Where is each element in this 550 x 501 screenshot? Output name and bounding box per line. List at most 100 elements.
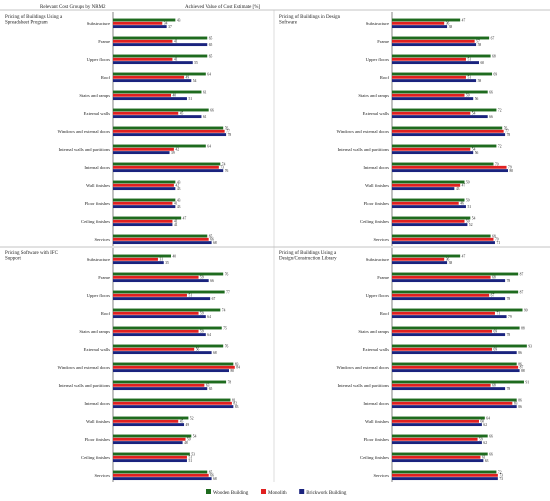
bar-wooden-building-services (392, 234, 491, 238)
bar-monolith-windows-and-external-doors (113, 129, 225, 133)
category-label-wall-finishes: Wall finishes (365, 419, 389, 424)
bar-monolith-external-walls (113, 347, 195, 351)
bar-wooden-building-floor-finishes (113, 434, 192, 438)
data-label-wooden-building-frame: 67 (491, 36, 495, 40)
data-label-wooden-building-roof: 69 (494, 72, 498, 76)
bar-brickwork-building-frame (113, 43, 208, 47)
bar-monolith-upper-floors (392, 57, 466, 61)
data-label-monolith-stairs-and-ramps: 40 (173, 94, 177, 98)
category-label-stairs-and-ramps: Stairs and ramps (358, 329, 389, 334)
data-label-wooden-building-internal-doors: 86 (518, 398, 522, 402)
category-label-services: Services (94, 237, 110, 242)
panel-title: Pricing of Buildings Using a Spreadsheet … (5, 15, 63, 26)
bar-wooden-building-frame (113, 272, 224, 276)
data-label-brickwork-building-internal-doors: 76 (225, 169, 229, 173)
bar-brickwork-building-windows-and-external-doors (113, 369, 229, 373)
bar-brickwork-building-frame (392, 43, 477, 47)
bar-wooden-building-wall-finishes (113, 180, 176, 184)
bar-monolith-internal-walls-and-partitions (113, 147, 174, 151)
data-label-monolith-substructure: 36 (446, 258, 450, 262)
data-label-monolith-ceiling-finishes: 51 (188, 456, 192, 460)
category-label-internal-doors: Internal doors (363, 401, 389, 406)
data-label-wooden-building-external-walls: 76 (225, 344, 229, 348)
bar-wooden-building-stairs-and-ramps (113, 90, 202, 94)
data-label-wooden-building-floor-finishes: 54 (193, 434, 197, 438)
data-label-brickwork-building-frame: 58 (478, 43, 482, 47)
data-label-monolith-wall-finishes: 42 (175, 184, 179, 188)
data-label-monolith-internal-doors: 73 (220, 166, 224, 170)
category-label-windows-and-external-doors: Windows and external doors (336, 365, 389, 370)
bar-wooden-building-internal-walls-and-partitions (113, 144, 206, 148)
category-label-services: Services (94, 473, 110, 478)
data-label-wooden-building-wall-finishes: 50 (466, 180, 470, 184)
bar-monolith-frame (392, 39, 475, 43)
bar-wooden-building-internal-walls-and-partitions (113, 380, 227, 384)
data-label-brickwork-building-stairs-and-ramps: 78 (507, 333, 511, 337)
data-label-brickwork-building-internal-walls-and-partitions: 78 (507, 387, 511, 391)
data-label-wooden-building-windows-and-external-doors: 86 (518, 362, 522, 366)
bar-brickwork-building-substructure (113, 25, 167, 29)
data-label-brickwork-building-stairs-and-ramps: 56 (475, 97, 479, 101)
data-label-brickwork-building-substructure: 35 (165, 261, 169, 265)
bar-wooden-building-upper-floors (392, 290, 519, 294)
bar-wooden-building-substructure (113, 254, 171, 258)
bar-wooden-building-upper-floors (392, 54, 491, 58)
data-label-brickwork-building-windows-and-external-doors: 80 (231, 369, 235, 373)
data-label-monolith-external-walls: 54 (472, 112, 476, 116)
bar-brickwork-building-ceiling-finishes (113, 459, 187, 463)
bar-wooden-building-floor-finishes (113, 198, 176, 202)
data-label-monolith-services: 73 (499, 474, 503, 478)
bar-monolith-ceiling-finishes (113, 455, 187, 459)
data-label-brickwork-building-floor-finishes: 48 (184, 441, 188, 445)
data-label-wooden-building-wall-finishes: 52 (190, 416, 194, 420)
bar-wooden-building-wall-finishes (392, 180, 465, 184)
bar-wooden-building-external-walls (113, 108, 209, 112)
data-label-monolith-stairs-and-ramps: 50 (466, 94, 470, 98)
data-label-monolith-external-walls: 69 (494, 348, 498, 352)
bar-brickwork-building-services (392, 477, 498, 481)
data-label-brickwork-building-ceiling-finishes: 52 (469, 223, 473, 227)
data-label-monolith-windows-and-external-doors: 87 (520, 366, 524, 370)
bar-monolith-external-walls (392, 347, 493, 351)
data-label-monolith-substructure: 34 (164, 22, 168, 26)
bar-brickwork-building-floor-finishes (113, 205, 176, 209)
data-label-brickwork-building-internal-doors: 80 (510, 169, 514, 173)
bar-monolith-internal-doors (113, 165, 219, 169)
category-label-windows-and-external-doors: Windows and external doors (336, 129, 389, 134)
data-label-wooden-building-external-walls: 93 (528, 344, 532, 348)
bar-wooden-building-stairs-and-ramps (392, 90, 488, 94)
bar-wooden-building-services (113, 470, 208, 474)
category-label-upper-floors: Upper floors (366, 57, 390, 62)
bar-brickwork-building-substructure (392, 261, 448, 265)
bar-brickwork-building-upper-floors (392, 297, 506, 301)
bar-brickwork-building-ceiling-finishes (113, 223, 173, 227)
bar-wooden-building-substructure (113, 18, 176, 22)
data-label-brickwork-building-external-walls: 61 (203, 115, 207, 119)
data-label-brickwork-building-substructure: 38 (449, 261, 453, 265)
data-label-brickwork-building-frame: 65 (209, 43, 213, 47)
category-label-floor-finishes: Floor finishes (85, 437, 111, 442)
data-label-monolith-ceiling-finishes: 50 (466, 220, 470, 224)
data-label-brickwork-building-floor-finishes: 51 (467, 205, 471, 209)
bar-brickwork-building-internal-doors (392, 405, 517, 409)
bar-monolith-windows-and-external-doors (392, 365, 519, 369)
data-label-wooden-building-ceiling-finishes: 66 (489, 452, 493, 456)
bar-monolith-windows-and-external-doors (392, 129, 504, 133)
bar-brickwork-building-windows-and-external-doors (392, 369, 520, 373)
data-label-brickwork-building-roof: 58 (478, 79, 482, 83)
data-label-monolith-roof: 49 (186, 76, 190, 80)
bar-brickwork-building-stairs-and-ramps (392, 97, 474, 101)
data-label-wooden-building-ceiling-finishes: 53 (191, 452, 195, 456)
bar-wooden-building-windows-and-external-doors (113, 362, 234, 366)
data-label-monolith-floor-finishes: 50 (187, 438, 191, 442)
data-label-brickwork-building-wall-finishes: 43 (456, 187, 460, 191)
data-label-monolith-windows-and-external-doors: 84 (236, 366, 240, 370)
bar-wooden-building-internal-doors (392, 398, 517, 402)
data-label-wooden-building-external-walls: 72 (498, 108, 502, 112)
data-label-monolith-ceiling-finishes: 41 (174, 220, 178, 224)
bar-brickwork-building-windows-and-external-doors (392, 133, 506, 137)
data-label-wooden-building-floor-finishes: 43 (177, 198, 181, 202)
bar-wooden-building-wall-finishes (113, 416, 189, 420)
data-label-wooden-building-windows-and-external-doors: 76 (225, 126, 229, 130)
data-label-brickwork-building-services: 68 (213, 241, 217, 245)
